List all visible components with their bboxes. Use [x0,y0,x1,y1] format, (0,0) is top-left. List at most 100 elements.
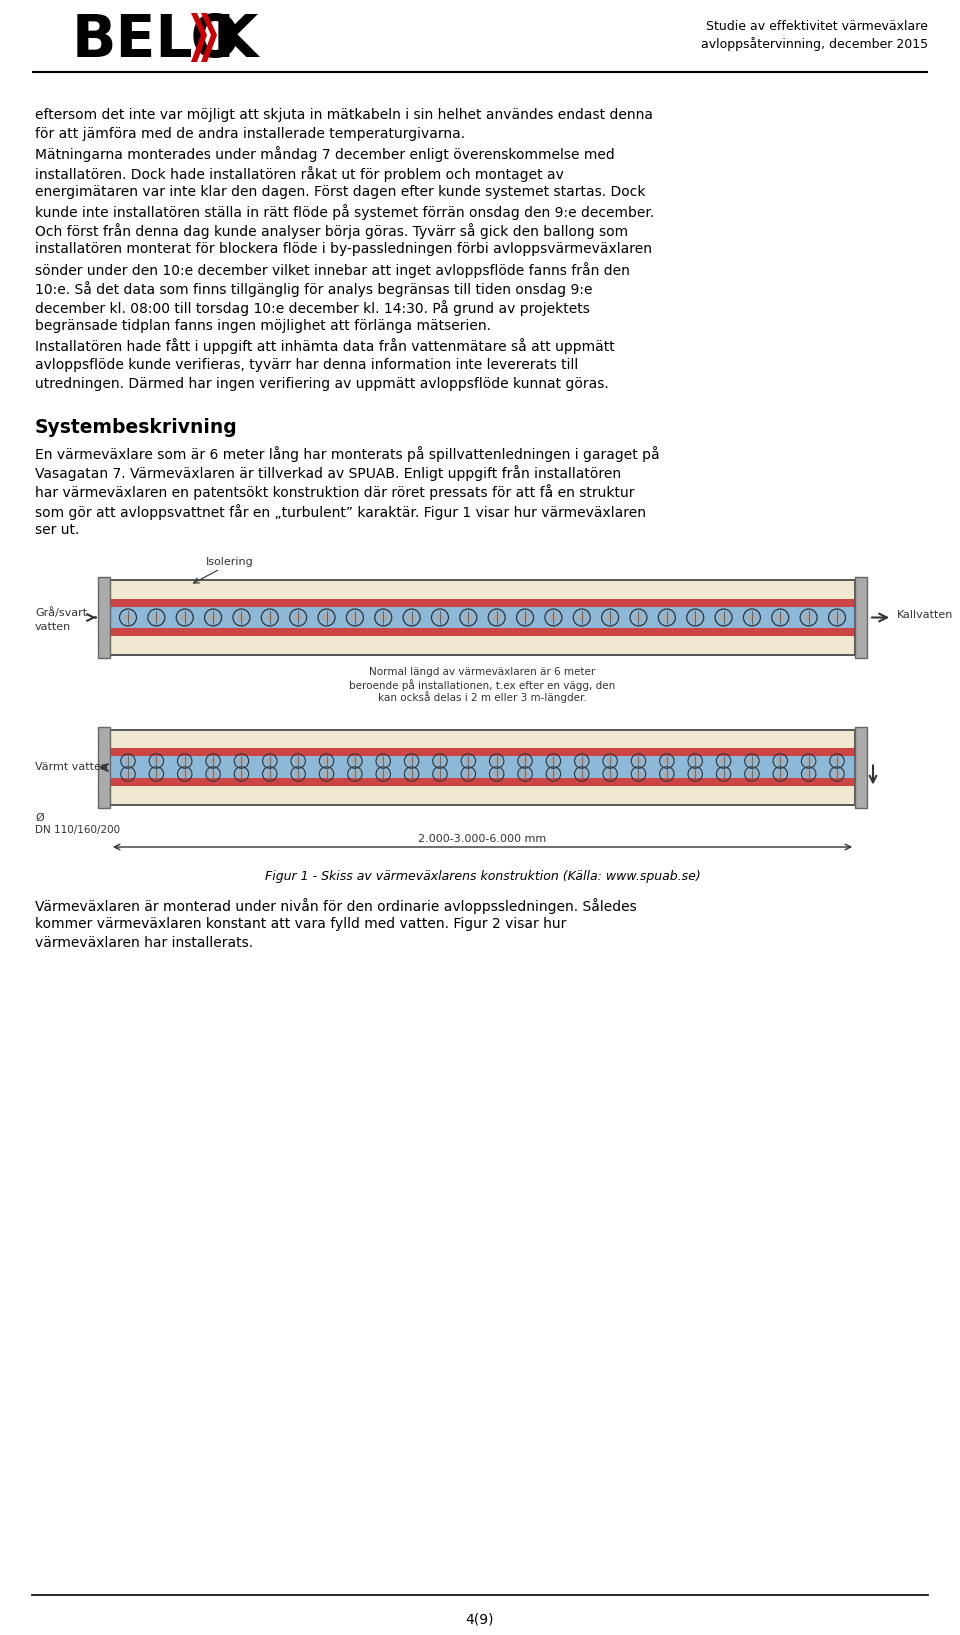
Circle shape [521,757,528,765]
Circle shape [153,770,159,777]
Text: 4(9): 4(9) [466,1612,494,1625]
Bar [855,728,867,808]
Circle shape [351,757,358,765]
Text: december kl. 08:00 till torsdag 10:e december kl. 14:30. På grund av projektets: december kl. 08:00 till torsdag 10:e dec… [35,299,589,316]
Text: vatten: vatten [35,621,71,631]
Circle shape [464,613,472,621]
Bar [110,749,855,786]
Circle shape [832,613,841,621]
Circle shape [209,613,217,621]
Circle shape [635,613,643,621]
Circle shape [380,757,387,765]
Circle shape [323,613,331,621]
Circle shape [749,770,756,777]
Circle shape [125,757,132,765]
Text: som gör att avloppsvattnet får en „turbulent” karaktär. Figur 1 visar hur värmev: som gör att avloppsvattnet får en „turbu… [35,504,646,520]
Circle shape [492,613,501,621]
Circle shape [578,757,586,765]
Text: kunde inte installatören ställa in rätt flöde på systemet förrän onsdag den 9:e : kunde inte installatören ställa in rätt … [35,204,655,221]
Circle shape [749,757,756,765]
Circle shape [804,613,813,621]
Circle shape [606,613,614,621]
Text: DN 110/160/200: DN 110/160/200 [35,826,120,835]
Text: Figur 1 - Skiss av värmeväxlarens konstruktion (Källa: www.spuab.se): Figur 1 - Skiss av värmeväxlarens konstr… [265,870,701,883]
Circle shape [324,770,330,777]
Text: Systembeskrivning: Systembeskrivning [35,419,238,437]
Bar [98,728,110,808]
Circle shape [267,770,274,777]
Bar [110,729,855,804]
Circle shape [578,613,586,621]
Circle shape [663,770,670,777]
Circle shape [777,770,783,777]
Circle shape [805,770,812,777]
Circle shape [691,613,700,621]
Text: Och först från denna dag kunde analyser börja göras. Tyvärr så gick den ballong : Och först från denna dag kunde analyser … [35,224,628,239]
Circle shape [636,770,642,777]
Circle shape [324,757,330,765]
Polygon shape [201,13,217,62]
Circle shape [805,757,812,765]
Text: En värmeväxlare som är 6 meter lång har monterats på spillvattenledningen i gara: En värmeväxlare som är 6 meter lång har … [35,446,660,463]
Circle shape [776,613,784,621]
Circle shape [153,757,159,765]
Text: Isolering: Isolering [206,558,253,567]
Circle shape [350,613,359,621]
Circle shape [181,770,188,777]
Circle shape [720,770,727,777]
Text: värmeväxlaren har installerats.: värmeväxlaren har installerats. [35,937,253,950]
Circle shape [520,613,529,621]
Circle shape [408,770,415,777]
Text: för att jämföra med de andra installerade temperaturgivarna.: för att jämföra med de andra installerad… [35,128,466,141]
Text: har värmeväxlaren en patentsökt konstruktion där röret pressats för att få en st: har värmeväxlaren en patentsökt konstruk… [35,484,635,500]
Text: installatören. Dock hade installatören råkat ut för problem och montaget av: installatören. Dock hade installatören r… [35,165,564,181]
Circle shape [692,770,699,777]
Circle shape [238,757,245,765]
Circle shape [125,770,132,777]
Text: kan också delas i 2 m eller 3 m-längder.: kan också delas i 2 m eller 3 m-längder. [378,692,587,703]
Bar [98,577,110,657]
Circle shape [521,770,528,777]
Polygon shape [191,13,207,62]
Bar [110,598,855,607]
Bar [110,580,855,656]
Circle shape [493,757,500,765]
Text: Ø: Ø [35,813,44,822]
Text: avloppsåtervinning, december 2015: avloppsåtervinning, december 2015 [701,38,928,51]
Bar [110,628,855,636]
Bar [110,580,855,656]
Circle shape [465,757,471,765]
Circle shape [833,770,840,777]
Text: kommer värmeväxlaren konstant att vara fylld med vatten. Figur 2 visar hur: kommer värmeväxlaren konstant att vara f… [35,917,566,932]
Circle shape [663,757,670,765]
Circle shape [662,613,671,621]
Text: K: K [213,11,258,69]
Circle shape [437,770,444,777]
Bar [110,778,855,786]
Circle shape [294,613,302,621]
Circle shape [238,770,245,777]
Circle shape [209,757,216,765]
Text: sönder under den 10:e december vilket innebar att inget avloppsflöde fanns från : sönder under den 10:e december vilket in… [35,262,630,278]
Circle shape [181,757,188,765]
Circle shape [436,613,444,621]
Circle shape [407,613,416,621]
Circle shape [437,757,444,765]
Circle shape [692,757,699,765]
Text: Normal längd av värmeväxlaren är 6 meter: Normal längd av värmeväxlaren är 6 meter [370,667,595,677]
Circle shape [578,770,586,777]
Circle shape [379,613,388,621]
Bar [110,598,855,636]
Text: installatören monterat för blockera flöde i by-passledningen förbi avloppsvärmev: installatören monterat för blockera flöd… [35,242,652,257]
Circle shape [636,757,642,765]
Circle shape [748,613,756,621]
Text: energimätaren var inte klar den dagen. Först dagen efter kunde systemet startas.: energimätaren var inte klar den dagen. F… [35,185,645,199]
Text: Värmeväxlaren är monterad under nivån för den ordinarie avloppssledningen. Såled: Värmeväxlaren är monterad under nivån fö… [35,898,636,914]
Circle shape [719,613,728,621]
Text: 10:e. Så det data som finns tillgänglig för analys begränsas till tiden onsdag 9: 10:e. Så det data som finns tillgänglig … [35,281,592,298]
Circle shape [607,770,613,777]
Circle shape [550,757,557,765]
Text: BELO: BELO [72,11,241,69]
Circle shape [720,757,727,765]
Circle shape [833,757,840,765]
